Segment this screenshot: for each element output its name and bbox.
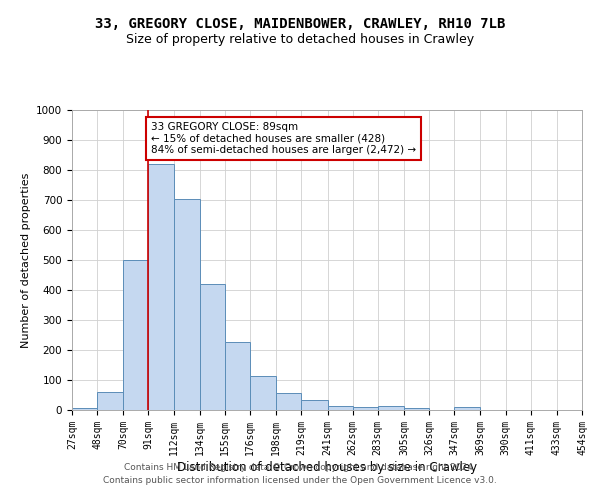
Text: 33, GREGORY CLOSE, MAIDENBOWER, CRAWLEY, RH10 7LB: 33, GREGORY CLOSE, MAIDENBOWER, CRAWLEY,… <box>95 18 505 32</box>
Text: 33 GREGORY CLOSE: 89sqm
← 15% of detached houses are smaller (428)
84% of semi-d: 33 GREGORY CLOSE: 89sqm ← 15% of detache… <box>151 122 416 155</box>
Bar <box>454 407 481 410</box>
Bar <box>276 392 301 410</box>
Bar <box>250 376 276 410</box>
Bar <box>378 406 404 410</box>
Y-axis label: Number of detached properties: Number of detached properties <box>20 172 31 348</box>
Text: Contains public sector information licensed under the Open Government Licence v3: Contains public sector information licen… <box>103 476 497 485</box>
Bar <box>173 198 200 410</box>
Bar <box>148 164 173 410</box>
Bar <box>200 284 225 410</box>
Bar <box>72 408 97 410</box>
Bar <box>97 392 124 410</box>
Bar <box>328 406 353 410</box>
Text: Contains HM Land Registry data © Crown copyright and database right 2024.: Contains HM Land Registry data © Crown c… <box>124 464 476 472</box>
Bar <box>225 342 250 410</box>
Bar <box>404 408 429 410</box>
X-axis label: Distribution of detached houses by size in Crawley: Distribution of detached houses by size … <box>177 460 477 473</box>
Bar <box>301 400 328 410</box>
Bar <box>124 260 148 410</box>
Text: Size of property relative to detached houses in Crawley: Size of property relative to detached ho… <box>126 32 474 46</box>
Bar <box>353 407 378 410</box>
